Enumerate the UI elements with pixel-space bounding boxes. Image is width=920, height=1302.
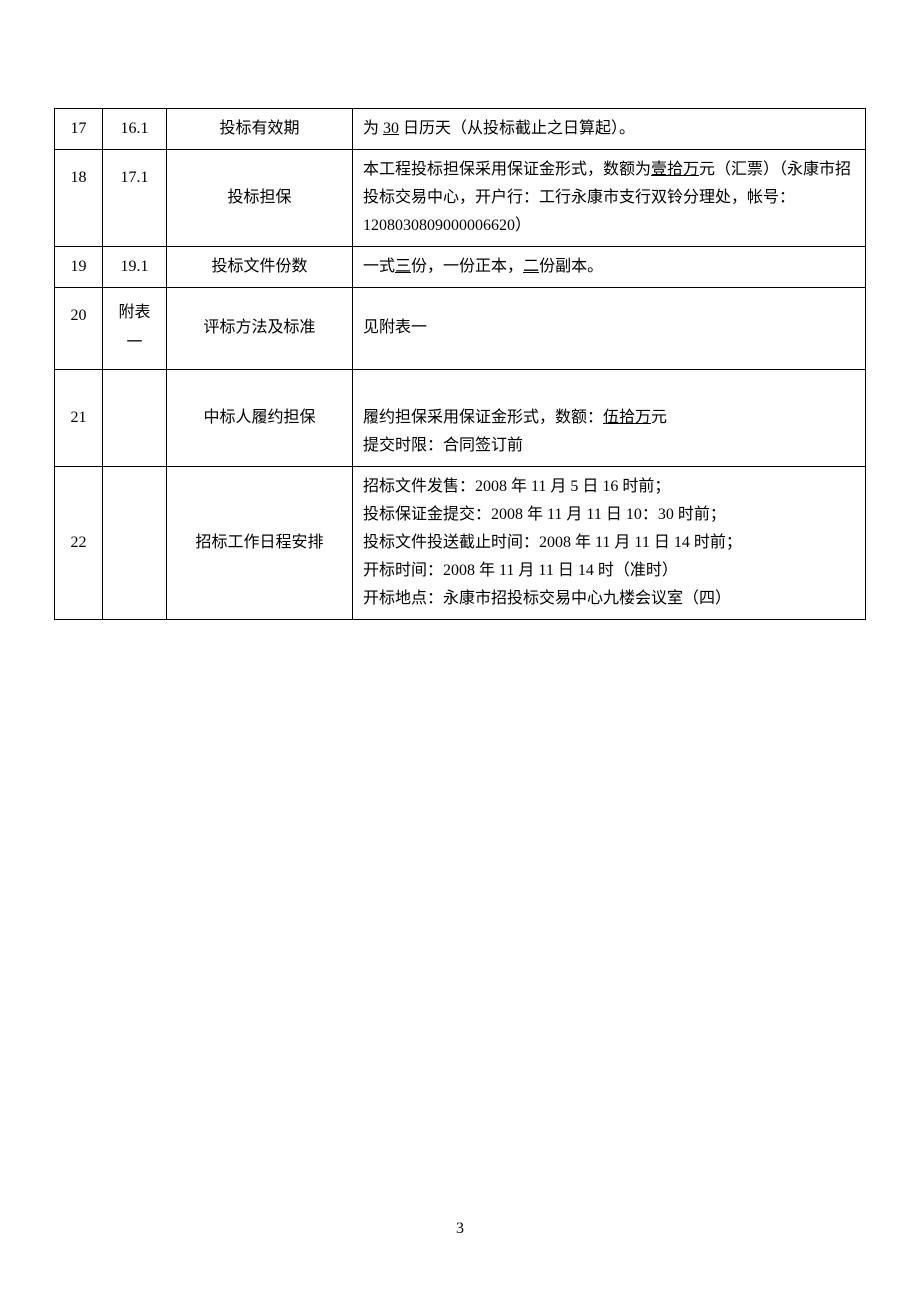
underline-text: 伍拾万 xyxy=(603,409,651,426)
content-text: 本工程投标担保采用保证金形式，数额为 xyxy=(363,161,651,178)
content-cell: 一式三份，一份正本，二份副本。 xyxy=(353,247,866,288)
table-row: 22 招标工作日程安排 招标文件发售：2008 年 11 月 5 日 16 时前… xyxy=(55,466,866,619)
table-row: 20 附表一 评标方法及标准 见附表一 xyxy=(55,288,866,370)
title-cell: 中标人履约担保 xyxy=(167,369,353,466)
content-text: 份，一份正本， xyxy=(411,258,523,275)
content-cell: 履约担保采用保证金形式，数额：伍拾万元 提交时限：合同签订前 xyxy=(353,369,866,466)
content-text: 为 xyxy=(363,120,383,137)
page-number: 3 xyxy=(0,1220,920,1238)
underline-text: 二 xyxy=(523,258,539,275)
table-row: 18 17.1 投标担保 本工程投标担保采用保证金形式，数额为壹拾万元（汇票）（… xyxy=(55,150,866,247)
title-cell: 评标方法及标准 xyxy=(167,288,353,370)
table-row: 21 中标人履约担保 履约担保采用保证金形式，数额：伍拾万元 提交时限：合同签订… xyxy=(55,369,866,466)
bid-info-table: 17 16.1 投标有效期 为 30 日历天（从投标截止之日算起）。 18 17… xyxy=(54,108,866,620)
seq-cell: 20 xyxy=(55,288,103,370)
title-cell: 投标担保 xyxy=(167,150,353,247)
ref-cell: 附表一 xyxy=(103,288,167,370)
seq-cell: 22 xyxy=(55,466,103,619)
seq-cell: 18 xyxy=(55,150,103,247)
content-cell: 本工程投标担保采用保证金形式，数额为壹拾万元（汇票）（永康市招投标交易中心，开户… xyxy=(353,150,866,247)
table-row: 17 16.1 投标有效期 为 30 日历天（从投标截止之日算起）。 xyxy=(55,109,866,150)
page-container: 17 16.1 投标有效期 为 30 日历天（从投标截止之日算起）。 18 17… xyxy=(0,0,920,620)
ref-cell: 19.1 xyxy=(103,247,167,288)
content-cell: 为 30 日历天（从投标截止之日算起）。 xyxy=(353,109,866,150)
content-text: 一式 xyxy=(363,258,395,275)
ref-cell xyxy=(103,369,167,466)
seq-cell: 19 xyxy=(55,247,103,288)
content-text: 履约担保采用保证金形式，数额： xyxy=(363,409,603,426)
content-text: 日历天（从投标截止之日算起）。 xyxy=(399,120,635,137)
ref-cell: 17.1 xyxy=(103,150,167,247)
content-text: 份副本。 xyxy=(539,258,603,275)
title-cell: 投标有效期 xyxy=(167,109,353,150)
ref-cell xyxy=(103,466,167,619)
underline-text: 30 xyxy=(383,120,399,137)
content-cell: 招标文件发售：2008 年 11 月 5 日 16 时前； 投标保证金提交：20… xyxy=(353,466,866,619)
underline-text: 三 xyxy=(395,258,411,275)
seq-cell: 17 xyxy=(55,109,103,150)
title-cell: 招标工作日程安排 xyxy=(167,466,353,619)
content-cell: 见附表一 xyxy=(353,288,866,370)
ref-cell: 16.1 xyxy=(103,109,167,150)
table-row: 19 19.1 投标文件份数 一式三份，一份正本，二份副本。 xyxy=(55,247,866,288)
seq-cell: 21 xyxy=(55,369,103,466)
underline-text: 壹拾万 xyxy=(651,161,699,178)
title-cell: 投标文件份数 xyxy=(167,247,353,288)
